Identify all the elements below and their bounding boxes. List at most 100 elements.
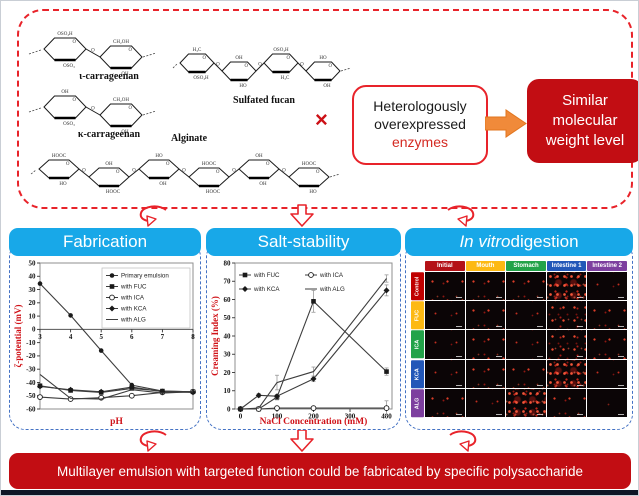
svg-text:50: 50 bbox=[224, 314, 232, 322]
svg-text:30: 30 bbox=[29, 286, 37, 294]
svg-text:OH: OH bbox=[61, 90, 69, 95]
panel-title-fabrication: Fabrication bbox=[62, 232, 148, 251]
svg-text:O: O bbox=[329, 64, 333, 69]
panel-header-salt-stability: Salt-stability bbox=[206, 228, 401, 256]
svg-text:40: 40 bbox=[29, 273, 37, 281]
svg-text:300: 300 bbox=[345, 413, 356, 421]
zeta-potential-chart: -60 -50 -40 -30 -20 -10 0 10 20 30 40 50 3 4 5 6 7 8 pH ζ-p… bbox=[13, 259, 196, 427]
grid-col-header: Intestine 2 bbox=[587, 261, 627, 271]
curved-arrow-left-icon bbox=[139, 430, 167, 452]
multiply-icon: × bbox=[315, 107, 328, 132]
panel-title-digestion: digestion bbox=[510, 232, 579, 251]
svg-text:20: 20 bbox=[29, 299, 37, 307]
panel-body-in-vitro-digestion: Initial Mouth Stomach Intestine 1 Intestine … bbox=[405, 241, 633, 430]
svg-text:OH: OH bbox=[255, 154, 263, 159]
down-arrow-icon bbox=[290, 429, 314, 452]
svg-text:O: O bbox=[132, 169, 136, 174]
svg-text:O: O bbox=[116, 170, 120, 175]
svg-text:O: O bbox=[182, 169, 186, 174]
enzyme-box-line1: Heterologously bbox=[373, 98, 467, 115]
micrograph-cell bbox=[546, 388, 587, 417]
micrograph-cell bbox=[546, 359, 587, 388]
curved-arrow-left-icon bbox=[139, 205, 167, 227]
enzyme-box-line3: enzymes bbox=[391, 133, 449, 150]
svg-text:with ICA: with ICA bbox=[319, 272, 344, 279]
micrograph-cell bbox=[587, 330, 627, 359]
svg-text:0: 0 bbox=[239, 413, 243, 421]
svg-text:HO: HO bbox=[239, 84, 247, 89]
right-arrow-icon bbox=[485, 109, 527, 138]
micrograph-cell bbox=[465, 359, 506, 388]
svg-text:200: 200 bbox=[308, 413, 319, 421]
svg-text:NaCl Concentration (mM): NaCl Concentration (mM) bbox=[260, 416, 368, 427]
curved-arrow-right-icon bbox=[449, 430, 477, 452]
svg-text:O: O bbox=[73, 40, 77, 45]
grid-row-label: ALG bbox=[411, 388, 424, 417]
micrograph-cell bbox=[425, 388, 465, 417]
svg-text:HO: HO bbox=[319, 56, 327, 61]
micrograph-cell bbox=[546, 301, 587, 330]
panel-header-fabrication: Fabrication bbox=[9, 228, 201, 256]
svg-text:20: 20 bbox=[224, 369, 232, 377]
svg-text:with FUC: with FUC bbox=[253, 272, 280, 279]
svg-text:ζ-potential (mV): ζ-potential (mV) bbox=[13, 305, 23, 368]
result-box: Similar molecular weight level bbox=[527, 79, 638, 163]
svg-text:OSO₃: OSO₃ bbox=[63, 122, 75, 127]
svg-text:-20: -20 bbox=[26, 352, 36, 360]
micrograph-cell bbox=[506, 388, 546, 417]
svg-text:O: O bbox=[266, 162, 270, 167]
grid-row-label: KCA bbox=[411, 359, 424, 388]
svg-text:-10: -10 bbox=[26, 339, 36, 347]
grid-col-header: Mouth bbox=[465, 261, 506, 271]
micrograph-cell bbox=[587, 359, 627, 388]
svg-text:70: 70 bbox=[224, 278, 232, 286]
grid-row-label: FUC bbox=[411, 301, 424, 330]
svg-text:with KCA: with KCA bbox=[253, 286, 280, 293]
svg-text:OH: OH bbox=[235, 56, 243, 61]
panel-body-salt-stability: 0 10 20 30 40 50 60 70 80 0 100 200 300 400 NaCl Conce… bbox=[206, 241, 401, 430]
micrograph-cell bbox=[425, 359, 465, 388]
svg-text:8: 8 bbox=[191, 333, 195, 341]
svg-text:O: O bbox=[66, 162, 70, 167]
micrograph-cell bbox=[546, 272, 587, 301]
micrograph-cell bbox=[546, 330, 587, 359]
svg-text:OH: OH bbox=[159, 182, 167, 187]
enzyme-box: Heterologously overexpressed enzymes bbox=[352, 85, 488, 165]
svg-text:with ICA: with ICA bbox=[120, 295, 145, 302]
svg-text:400: 400 bbox=[381, 413, 392, 421]
creaming-index-chart: 0 10 20 30 40 50 60 70 80 0 100 200 300 400 NaCl Conce… bbox=[210, 259, 393, 427]
grid-col-header: Stomach bbox=[506, 261, 546, 271]
svg-text:with ALG: with ALG bbox=[120, 317, 146, 324]
svg-text:O: O bbox=[232, 169, 236, 174]
grid-col-header: Intestine 1 bbox=[546, 261, 587, 271]
svg-text:O: O bbox=[300, 63, 304, 68]
micrograph-cell bbox=[506, 359, 546, 388]
svg-text:50: 50 bbox=[29, 259, 37, 267]
svg-text:HOOC: HOOC bbox=[106, 190, 121, 195]
bottom-frame-line bbox=[1, 490, 638, 495]
conclusion-banner: Multilayer emulsion with targeted functi… bbox=[9, 453, 631, 489]
svg-text:100: 100 bbox=[272, 413, 283, 421]
svg-text:O: O bbox=[258, 63, 262, 68]
svg-text:O: O bbox=[216, 170, 220, 175]
svg-text:CH₂OH: CH₂OH bbox=[113, 98, 129, 103]
polysaccharide-structures-box: O OSO₃H OSO₃ O CH₂OH OH O O H₃C OSO₃H O OH HO O O OSO₃… bbox=[17, 9, 638, 209]
result-box-line1: Similar bbox=[562, 92, 608, 110]
svg-text:O: O bbox=[216, 63, 220, 68]
svg-text:HO: HO bbox=[155, 154, 163, 159]
micrograph-cell bbox=[506, 301, 546, 330]
result-box-line2: molecular bbox=[552, 112, 618, 130]
grid-col-header: Initial bbox=[425, 261, 465, 271]
svg-text:O: O bbox=[287, 56, 291, 61]
svg-text:with KCA: with KCA bbox=[120, 306, 147, 313]
micrograph-cell bbox=[506, 330, 546, 359]
svg-text:HO: HO bbox=[59, 182, 67, 187]
micrograph-cell bbox=[425, 330, 465, 359]
svg-text:HOOC: HOOC bbox=[202, 162, 217, 167]
micrograph-cell bbox=[465, 272, 506, 301]
alginate-label: Alginate bbox=[170, 133, 208, 144]
svg-text:O: O bbox=[166, 162, 170, 167]
